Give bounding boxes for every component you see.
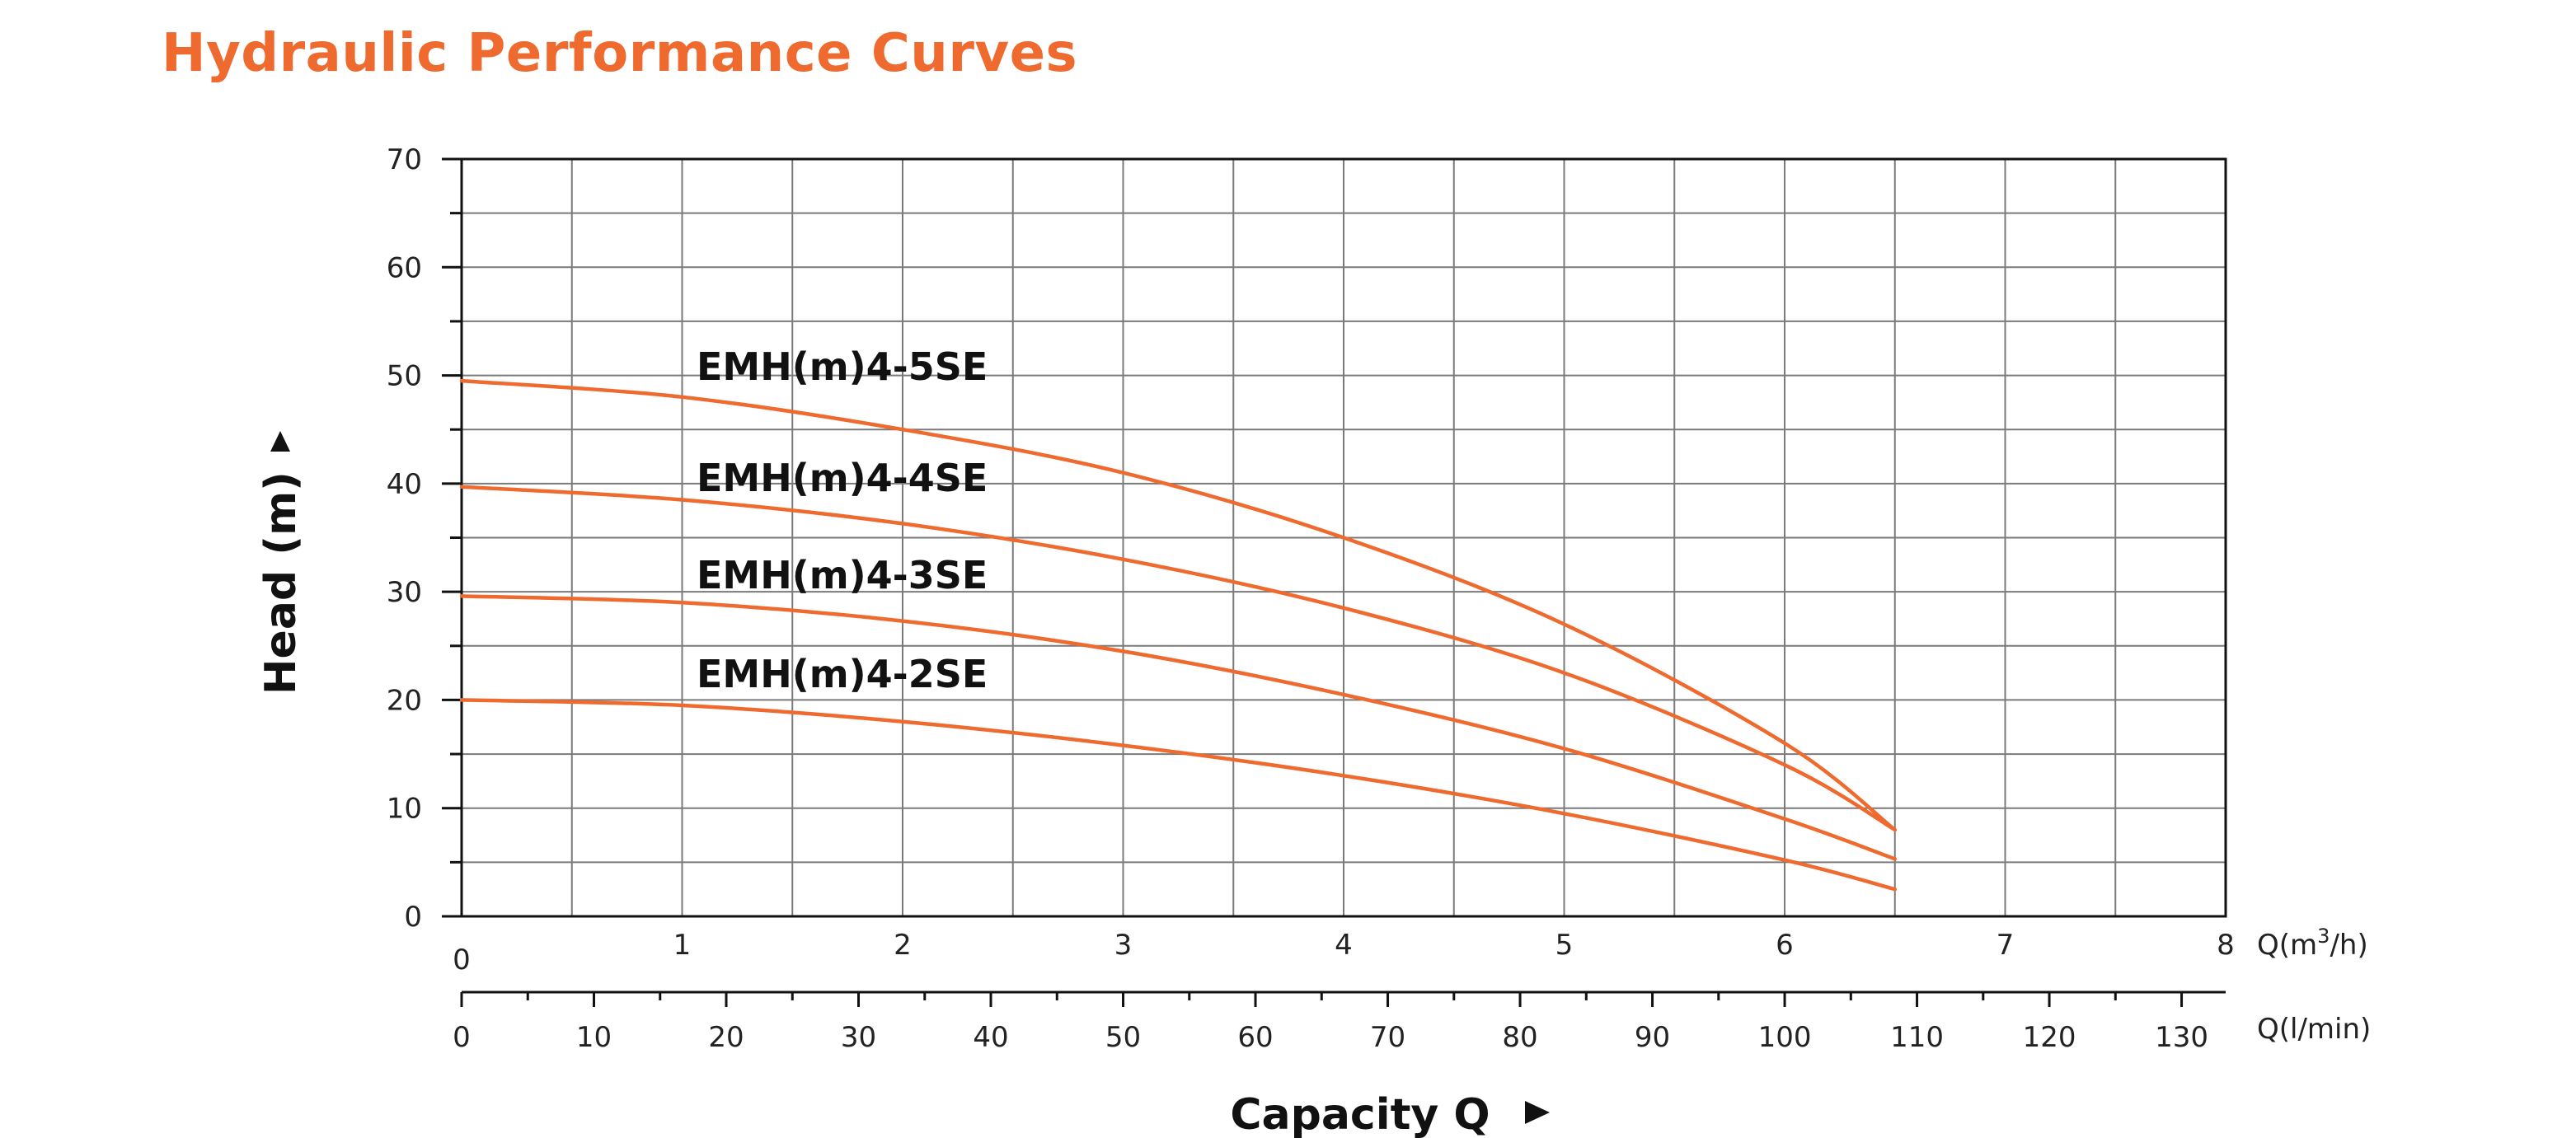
x-tick-label: 2 [894,929,912,962]
secondary-x-tick-label: 20 [708,1021,744,1054]
series-curve [459,485,1898,832]
y-tick-label: 70 [387,143,422,176]
page-title: Hydraulic Performance Curves [162,23,1078,84]
series-curve [459,594,1898,861]
y-axis-title: Head (m) [256,471,306,695]
unit-tail: /h) [2330,929,2367,962]
y-tick-label: 60 [387,251,422,284]
x-tick-label: 4 [1335,929,1353,962]
x-tick-label: 6 [1776,929,1794,962]
y-axis-arrow-icon [270,431,290,452]
x-tick-label: 5 [1555,929,1574,962]
x-axis-title: Capacity Q [1230,1090,1490,1138]
unit-superscript: 3 [2317,925,2330,948]
secondary-x-tick-label: 130 [2155,1021,2208,1054]
secondary-x-tick-label: 110 [1890,1021,1944,1054]
series-label: EMH(m)4-4SE [697,456,988,500]
secondary-x-tick-label: 60 [1237,1021,1273,1054]
secondary-x-tick-label: 10 [576,1021,612,1054]
y-tick-label: 30 [387,576,422,609]
series-curve [459,698,1898,892]
y-tick-label: 10 [387,793,422,826]
unit-base: Q(m [2257,929,2317,962]
secondary-x-tick-label: 70 [1370,1021,1405,1054]
secondary-x-tick-label: 120 [2023,1021,2076,1054]
secondary-x-tick-label: 50 [1105,1021,1141,1054]
secondary-x-tick-label: 90 [1635,1021,1670,1054]
x-tick-label: 0 [453,944,471,976]
secondary-x-tick-label: 0 [453,1021,471,1054]
secondary-x-tick-label: 30 [841,1021,876,1054]
x-tick-label: 1 [673,929,692,962]
secondary-x-tick-label: 40 [973,1021,1008,1054]
x-axis-arrow-icon [1525,1101,1550,1124]
y-tick-label: 0 [404,901,422,934]
series-label: EMH(m)4-3SE [697,553,988,597]
x-tick-label: 8 [2217,929,2235,962]
x-unit-label-secondary: Q(l/min) [2257,1013,2371,1046]
secondary-x-tick-label: 80 [1502,1021,1537,1054]
secondary-x-tick-label: 100 [1758,1021,1812,1054]
series-curve [459,378,1898,832]
series-label: EMH(m)4-5SE [697,344,988,389]
y-tick-label: 40 [387,468,422,501]
series-label: EMH(m)4-2SE [697,652,988,696]
x-tick-label: 7 [1997,929,2015,962]
x-unit-label-primary: Q(m3/h) [2257,925,2368,962]
x-tick-label: 3 [1114,929,1133,962]
y-tick-label: 20 [387,684,422,717]
y-tick-label: 50 [387,360,422,393]
